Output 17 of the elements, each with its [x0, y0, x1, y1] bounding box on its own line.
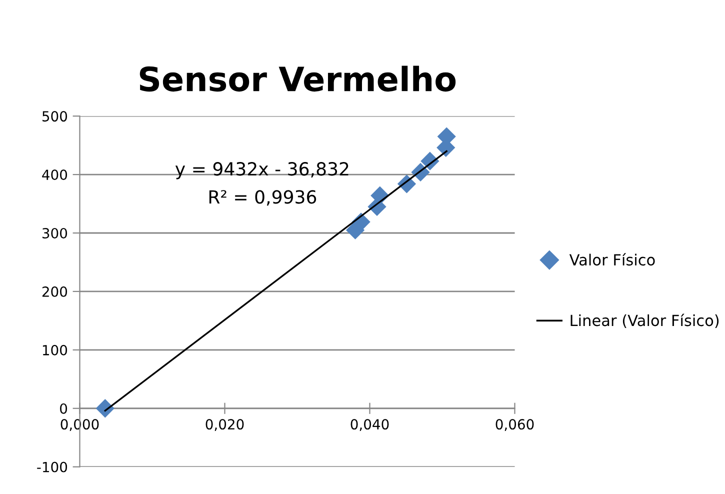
- x-tick-label: 0,000: [60, 419, 99, 431]
- annotation: R² = 0,9936: [209, 190, 316, 206]
- x-tick-label: 0,060: [496, 419, 534, 431]
- y-tick-label: 300: [42, 228, 68, 238]
- y-tick-label: 400: [42, 170, 68, 180]
- legend-label: Linear (Valor Físico): [570, 314, 719, 328]
- point: [96, 399, 114, 418]
- x-tick-label: 0,040: [350, 419, 389, 431]
- y-tick-label: 500: [42, 111, 68, 122]
- y-tick-label: -100: [37, 462, 68, 472]
- y-tick-label: 100: [42, 344, 68, 356]
- x-tick-label: 0,020: [206, 419, 244, 431]
- annotation: y = 9432x - 36,832: [175, 162, 348, 180]
- chart-title: Sensor Vermelho: [140, 66, 456, 92]
- y-tick-label: 200: [42, 286, 68, 297]
- y-tick-label: 0: [60, 403, 68, 414]
- legend-label: Valor Físico: [569, 253, 655, 266]
